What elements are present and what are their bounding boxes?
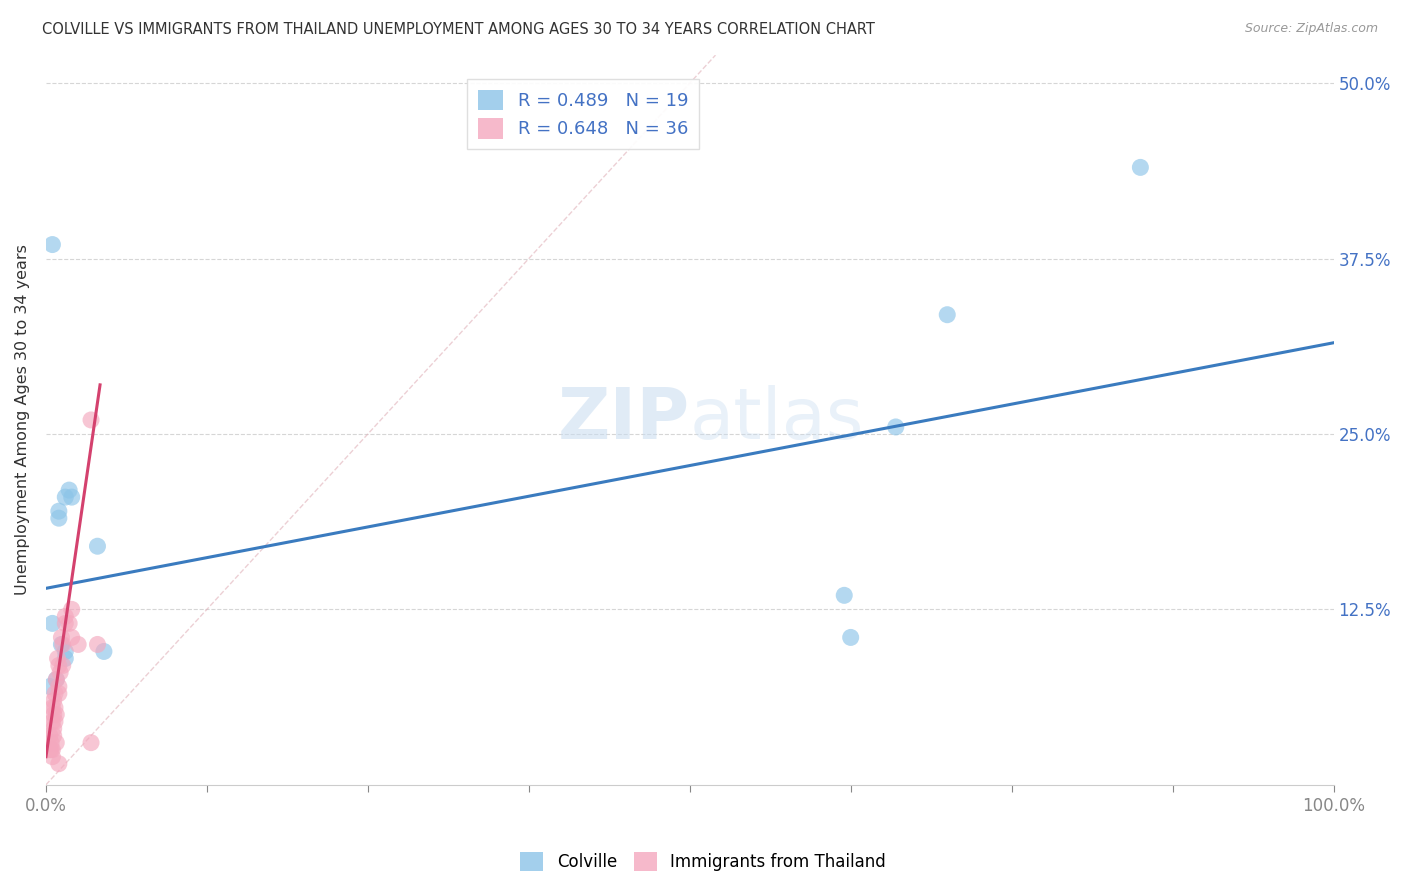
- Point: [53, 609, 76, 624]
- Point: [839, 631, 862, 645]
- Point: [44, 700, 66, 714]
- Point: [39, 736, 62, 750]
- Point: [48, 658, 70, 673]
- Point: [44, 714, 66, 729]
- Point: [45, 707, 67, 722]
- Point: [67, 637, 90, 651]
- Point: [41, 700, 63, 714]
- Point: [93, 644, 115, 658]
- Text: atlas: atlas: [690, 385, 865, 454]
- Legend: Colville, Immigrants from Thailand: Colville, Immigrants from Thailand: [512, 843, 894, 880]
- Point: [48, 680, 70, 694]
- Point: [60, 602, 83, 616]
- Point: [52, 637, 75, 651]
- Point: [39, 742, 62, 756]
- Point: [60, 631, 83, 645]
- Point: [884, 420, 907, 434]
- Point: [41, 742, 63, 756]
- Point: [60, 490, 83, 504]
- Point: [53, 651, 76, 665]
- Point: [936, 308, 959, 322]
- Text: COLVILLE VS IMMIGRANTS FROM THAILAND UNEMPLOYMENT AMONG AGES 30 TO 34 YEARS CORR: COLVILLE VS IMMIGRANTS FROM THAILAND UNE…: [42, 22, 875, 37]
- Point: [1129, 161, 1152, 175]
- Point: [48, 511, 70, 525]
- Point: [58, 616, 80, 631]
- Point: [38, 729, 60, 743]
- Point: [42, 729, 65, 743]
- Point: [52, 658, 75, 673]
- Point: [41, 237, 63, 252]
- Point: [41, 714, 63, 729]
- Text: Source: ZipAtlas.com: Source: ZipAtlas.com: [1244, 22, 1378, 36]
- Point: [42, 722, 65, 736]
- Point: [53, 616, 76, 631]
- Point: [38, 680, 60, 694]
- Point: [38, 742, 60, 756]
- Point: [45, 736, 67, 750]
- Point: [42, 693, 65, 707]
- Point: [86, 539, 108, 553]
- Point: [45, 673, 67, 687]
- Point: [44, 687, 66, 701]
- Point: [53, 644, 76, 658]
- Point: [51, 631, 73, 645]
- Point: [45, 673, 67, 687]
- Point: [80, 736, 103, 750]
- Point: [48, 687, 70, 701]
- Point: [41, 749, 63, 764]
- Point: [80, 413, 103, 427]
- Point: [53, 490, 76, 504]
- Y-axis label: Unemployment Among Ages 30 to 34 years: Unemployment Among Ages 30 to 34 years: [15, 244, 30, 595]
- Point: [48, 504, 70, 518]
- Point: [48, 756, 70, 771]
- Legend: R = 0.489   N = 19, R = 0.648   N = 36: R = 0.489 N = 19, R = 0.648 N = 36: [467, 78, 699, 149]
- Point: [42, 707, 65, 722]
- Point: [41, 616, 63, 631]
- Point: [49, 665, 72, 680]
- Point: [58, 483, 80, 497]
- Point: [51, 637, 73, 651]
- Point: [832, 588, 855, 602]
- Point: [46, 651, 69, 665]
- Point: [86, 637, 108, 651]
- Text: ZIP: ZIP: [558, 385, 690, 454]
